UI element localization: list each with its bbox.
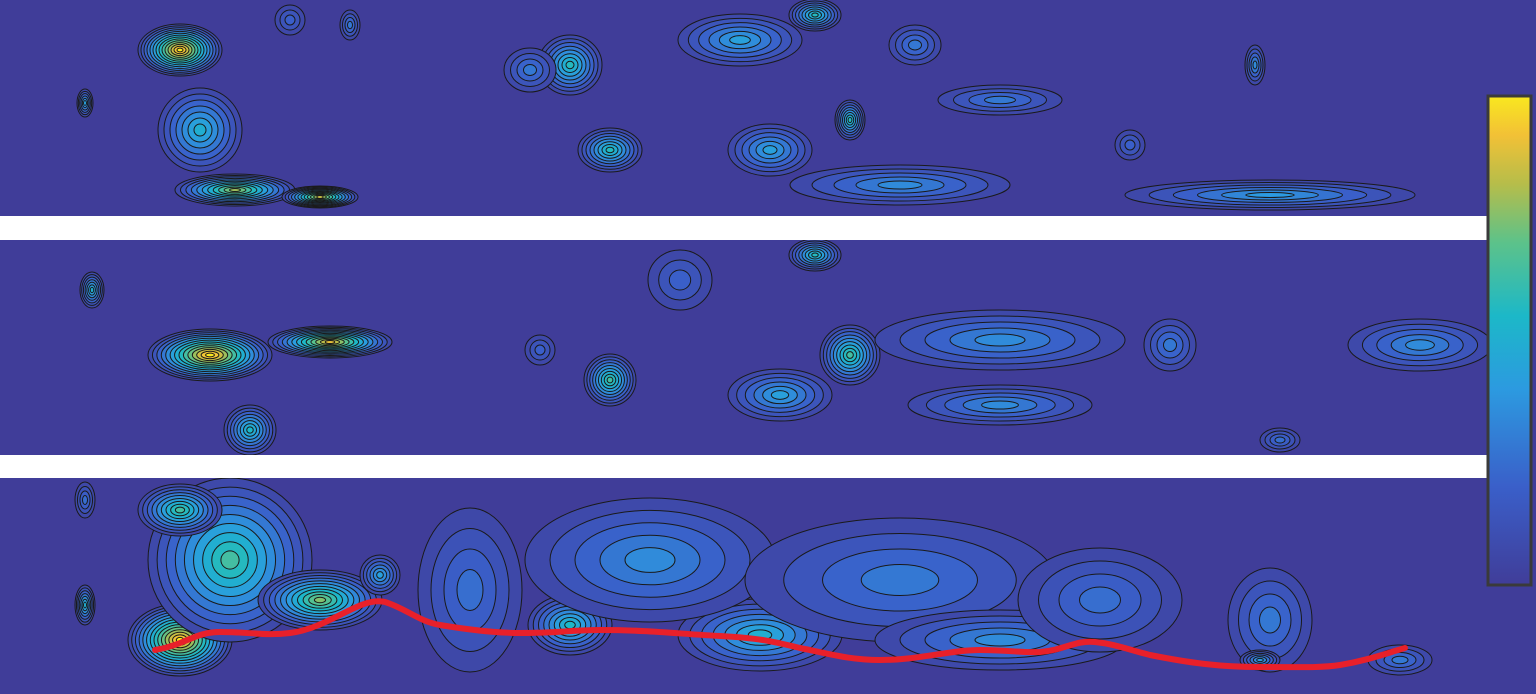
contour-level [847, 117, 853, 123]
panel-gap [0, 455, 1487, 478]
contour-level [284, 14, 296, 26]
panel-gap [0, 216, 1487, 240]
panel [76, 0, 1416, 211]
contour-level [908, 39, 922, 51]
contour-level [770, 390, 790, 400]
contour-level [523, 64, 537, 76]
contour-level [762, 145, 778, 155]
contour-level [1163, 338, 1177, 352]
contour-level [316, 195, 324, 199]
trajectory-line [152, 598, 1408, 671]
contour-level [981, 400, 1019, 410]
contour-level [877, 180, 923, 190]
contour-level [974, 633, 1026, 647]
contour-level [1252, 60, 1258, 70]
contour-level [246, 426, 254, 434]
contour-level [89, 286, 95, 294]
contour-level [811, 12, 819, 18]
panel [79, 240, 1493, 455]
contour-level [1259, 606, 1281, 634]
contour-level [729, 35, 751, 45]
contour-level [564, 620, 576, 630]
contour-level [974, 333, 1026, 347]
contour-level [984, 95, 1016, 105]
contour-level [565, 60, 575, 70]
contour-level [83, 100, 87, 106]
contour-level [193, 123, 207, 137]
contour-level [176, 47, 184, 53]
contour-level [347, 20, 353, 30]
contour-level [811, 252, 819, 258]
contour-level [324, 340, 336, 344]
contour-level [605, 146, 615, 154]
contour-level [1274, 436, 1286, 444]
contour-level [1256, 657, 1264, 663]
contour-level [376, 571, 384, 579]
contour-level [624, 547, 676, 573]
contour-level [534, 344, 546, 356]
contour-level [82, 495, 88, 505]
colorbar [1486, 94, 1533, 587]
contour-level [174, 506, 186, 514]
contour-level [846, 351, 854, 359]
contour-level [1245, 192, 1295, 198]
contour-level [668, 269, 692, 291]
contour-level [1079, 586, 1121, 614]
contour-level [229, 188, 241, 192]
contour-level [1391, 655, 1409, 665]
contour-level [860, 564, 940, 596]
contour-level [83, 601, 87, 609]
contour-level [313, 596, 327, 604]
contour-level [606, 376, 614, 384]
contour-level [1405, 339, 1435, 351]
contour-level [456, 569, 484, 611]
contour-level [220, 550, 240, 570]
contour-level [205, 352, 215, 358]
contour-level [1124, 139, 1136, 151]
